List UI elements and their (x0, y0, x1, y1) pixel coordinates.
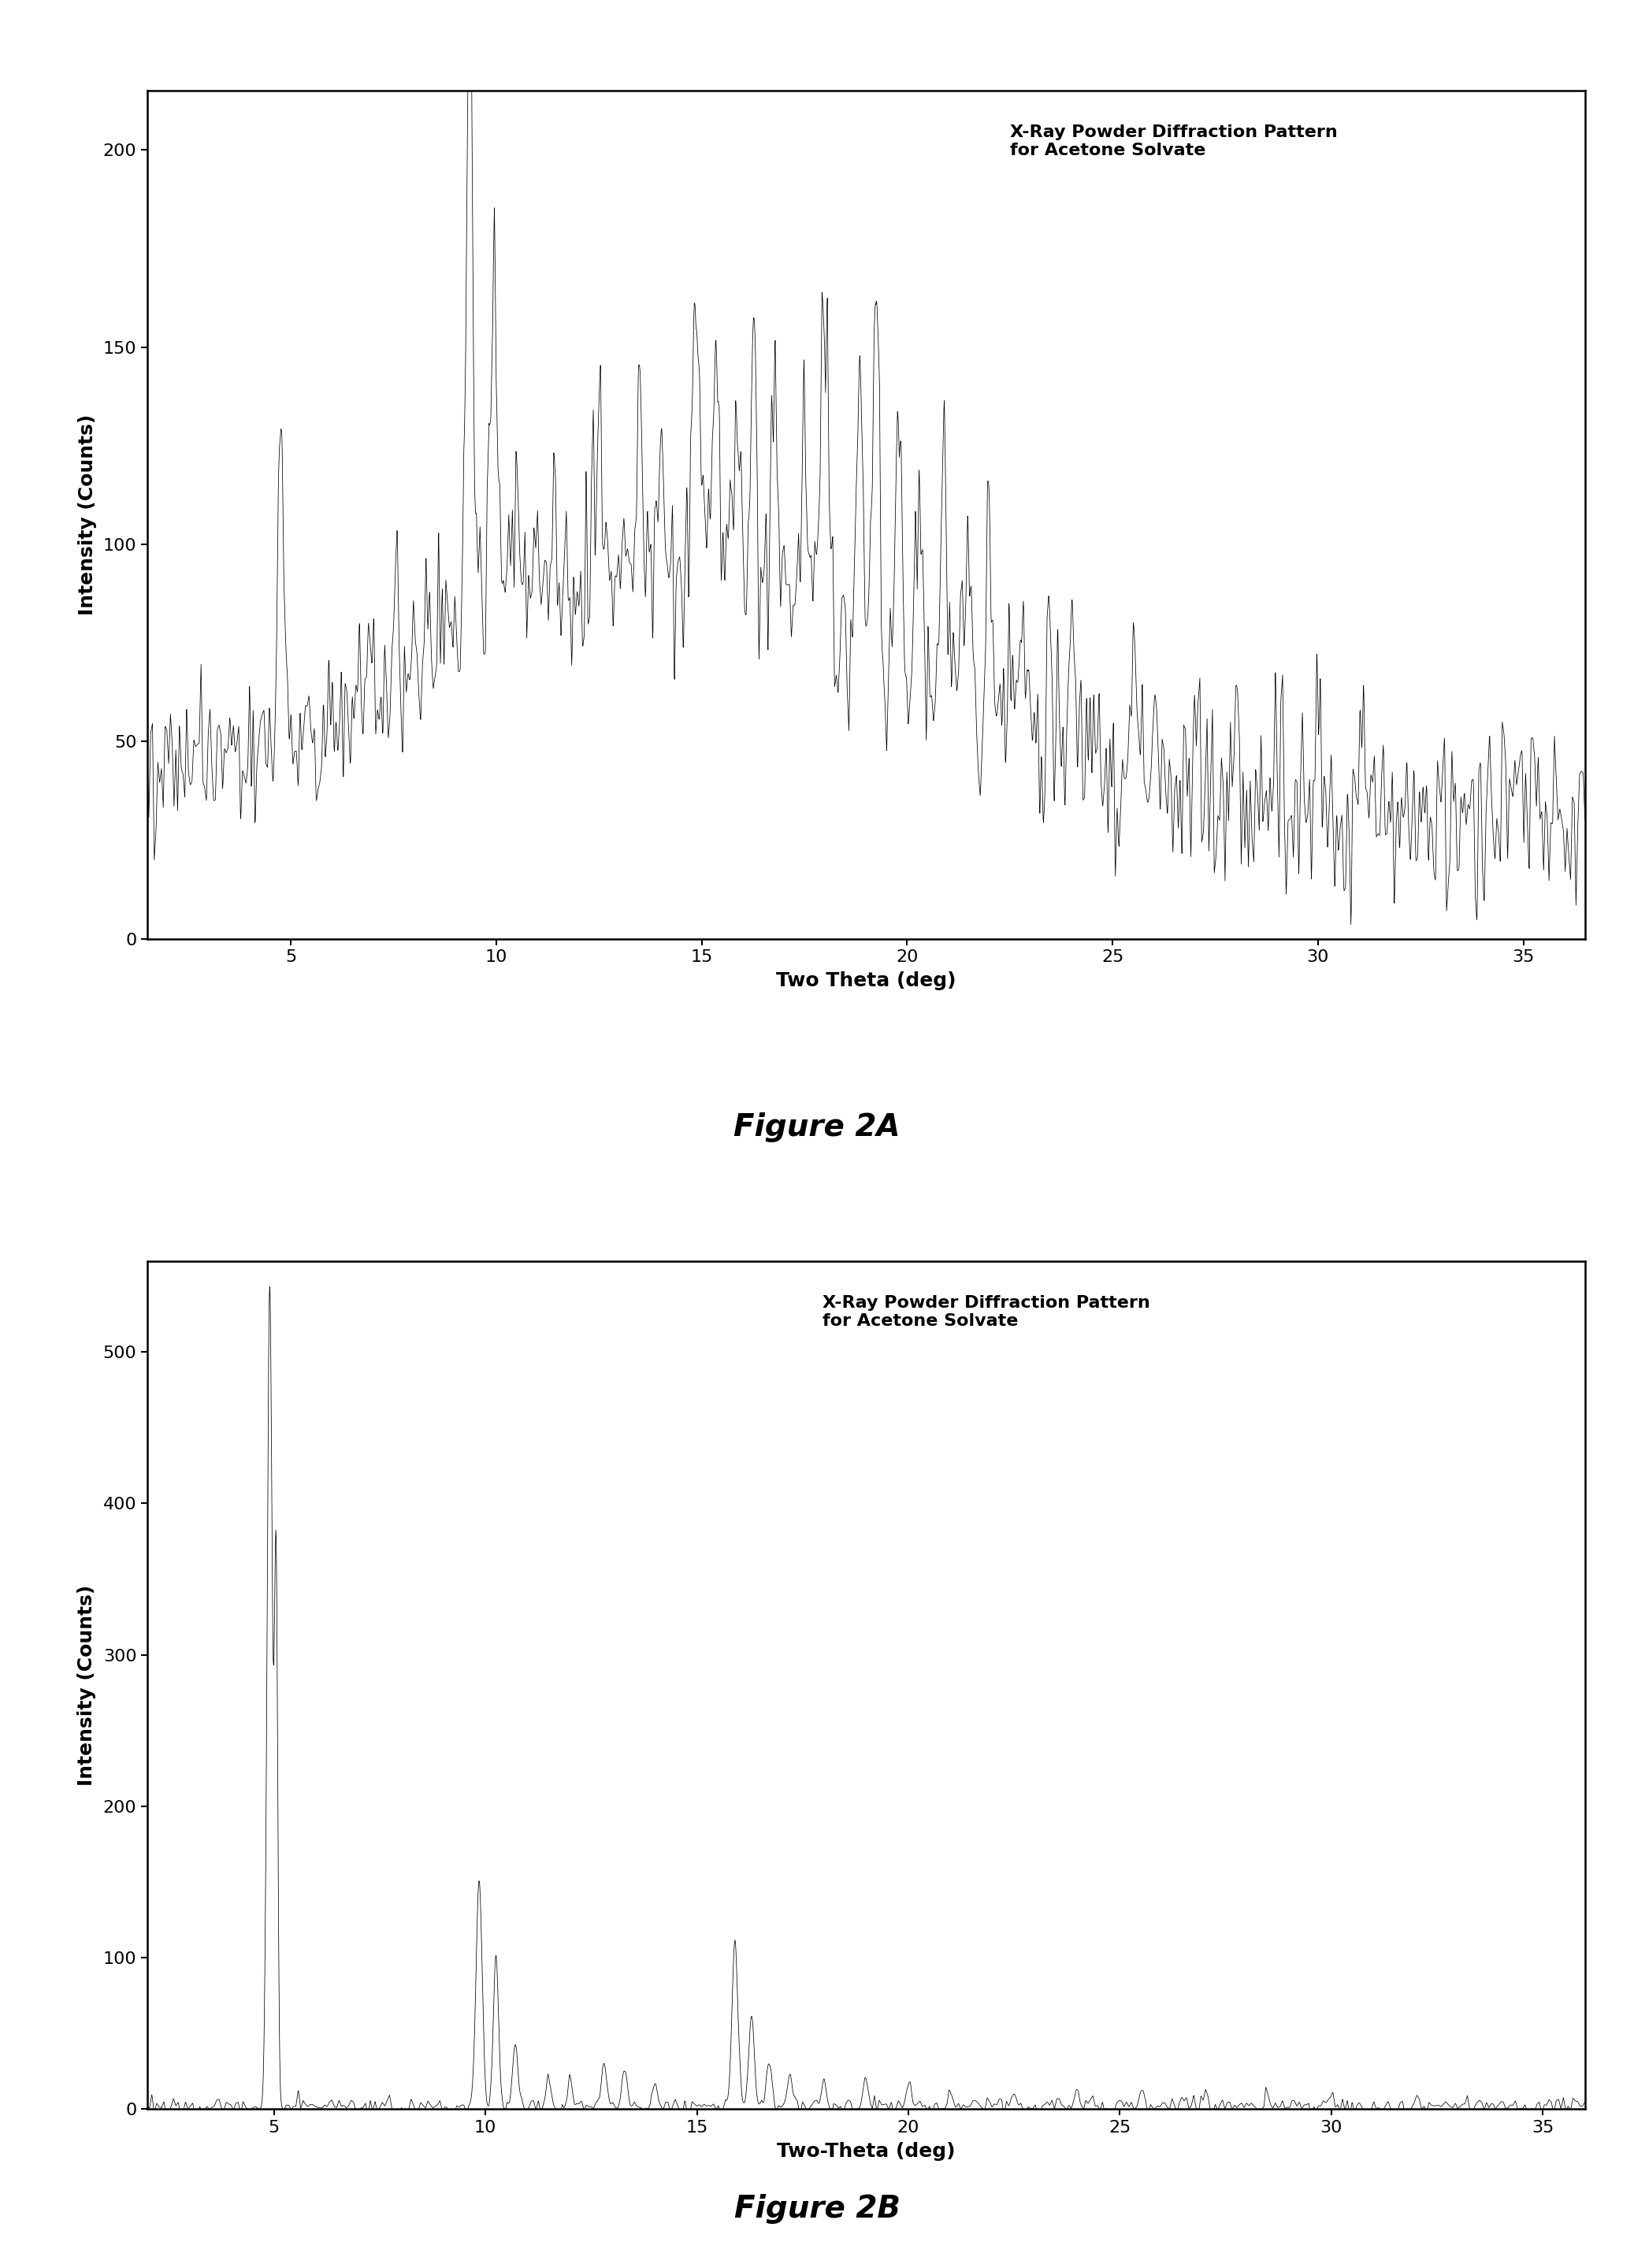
X-axis label: Two Theta (deg): Two Theta (deg) (776, 971, 956, 991)
Text: X-Ray Powder Diffraction Pattern
for Acetone Solvate: X-Ray Powder Diffraction Pattern for Ace… (824, 1295, 1150, 1329)
Y-axis label: Intensity (Counts): Intensity (Counts) (77, 1585, 96, 1785)
Y-axis label: Intensity (Counts): Intensity (Counts) (77, 415, 96, 615)
Text: Figure 2A: Figure 2A (734, 1111, 900, 1143)
X-axis label: Two-Theta (deg): Two-Theta (deg) (776, 2141, 956, 2161)
Text: Figure 2B: Figure 2B (734, 2193, 900, 2225)
Text: X-Ray Powder Diffraction Pattern
for Acetone Solvate: X-Ray Powder Diffraction Pattern for Ace… (1010, 125, 1337, 159)
